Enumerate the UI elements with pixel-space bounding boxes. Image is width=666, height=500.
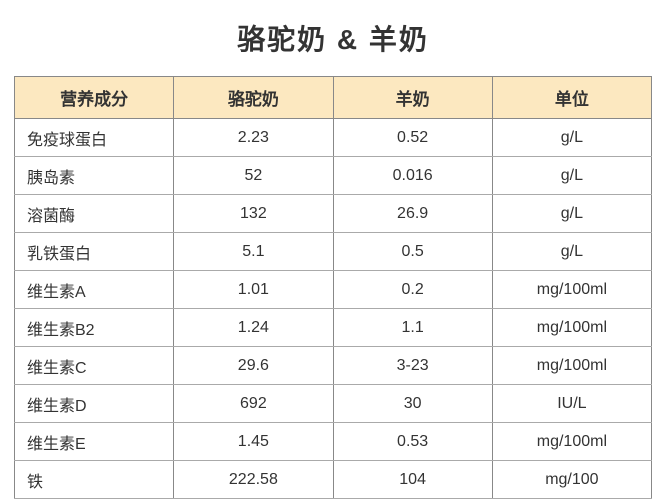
nutrient-label: 维生素D — [15, 385, 174, 423]
nutrient-label: 维生素C — [15, 347, 174, 385]
goat-value: 0.52 — [333, 119, 492, 157]
goat-value: 0.53 — [333, 423, 492, 461]
table-row: 维生素D69230IU/L — [15, 385, 652, 423]
unit-value: mg/100ml — [492, 423, 651, 461]
col-header-camel: 骆驼奶 — [174, 77, 333, 119]
table-row: 维生素C29.63-23mg/100ml — [15, 347, 652, 385]
goat-value: 0.016 — [333, 157, 492, 195]
nutrient-label: 胰岛素 — [15, 157, 174, 195]
table-header-row: 营养成分 骆驼奶 羊奶 单位 — [15, 77, 652, 119]
nutrient-label: 维生素A — [15, 271, 174, 309]
table-row: 维生素B21.241.1mg/100ml — [15, 309, 652, 347]
table-row: 溶菌酶13226.9g/L — [15, 195, 652, 233]
nutrition-table: 营养成分 骆驼奶 羊奶 单位 免疫球蛋白2.230.52g/L胰岛素520.01… — [14, 76, 652, 499]
unit-value: mg/100ml — [492, 309, 651, 347]
camel-value: 5.1 — [174, 233, 333, 271]
unit-value: g/L — [492, 195, 651, 233]
unit-value: g/L — [492, 157, 651, 195]
goat-value: 30 — [333, 385, 492, 423]
page-title: 骆驼奶 & 羊奶 — [14, 18, 652, 58]
camel-value: 1.01 — [174, 271, 333, 309]
camel-value: 222.58 — [174, 461, 333, 499]
table-row: 免疫球蛋白2.230.52g/L — [15, 119, 652, 157]
unit-value: g/L — [492, 119, 651, 157]
camel-value: 29.6 — [174, 347, 333, 385]
nutrient-label: 维生素E — [15, 423, 174, 461]
camel-value: 1.24 — [174, 309, 333, 347]
col-header-goat: 羊奶 — [333, 77, 492, 119]
goat-value: 0.2 — [333, 271, 492, 309]
nutrient-label: 维生素B2 — [15, 309, 174, 347]
goat-value: 0.5 — [333, 233, 492, 271]
camel-value: 2.23 — [174, 119, 333, 157]
camel-value: 132 — [174, 195, 333, 233]
unit-value: mg/100ml — [492, 271, 651, 309]
camel-value: 1.45 — [174, 423, 333, 461]
goat-value: 26.9 — [333, 195, 492, 233]
table-row: 乳铁蛋白5.10.5g/L — [15, 233, 652, 271]
goat-value: 104 — [333, 461, 492, 499]
table-row: 维生素A1.010.2mg/100ml — [15, 271, 652, 309]
unit-value: mg/100 — [492, 461, 651, 499]
col-header-nutrient: 营养成分 — [15, 77, 174, 119]
goat-value: 3-23 — [333, 347, 492, 385]
container: 骆驼奶 & 羊奶 营养成分 骆驼奶 羊奶 单位 免疫球蛋白2.230.52g/L… — [0, 0, 666, 499]
table-row: 胰岛素520.016g/L — [15, 157, 652, 195]
nutrient-label: 乳铁蛋白 — [15, 233, 174, 271]
nutrient-label: 免疫球蛋白 — [15, 119, 174, 157]
table-row: 铁222.58104mg/100 — [15, 461, 652, 499]
unit-value: IU/L — [492, 385, 651, 423]
unit-value: mg/100ml — [492, 347, 651, 385]
camel-value: 692 — [174, 385, 333, 423]
col-header-unit: 单位 — [492, 77, 651, 119]
goat-value: 1.1 — [333, 309, 492, 347]
camel-value: 52 — [174, 157, 333, 195]
nutrient-label: 溶菌酶 — [15, 195, 174, 233]
unit-value: g/L — [492, 233, 651, 271]
table-row: 维生素E1.450.53mg/100ml — [15, 423, 652, 461]
nutrient-label: 铁 — [15, 461, 174, 499]
